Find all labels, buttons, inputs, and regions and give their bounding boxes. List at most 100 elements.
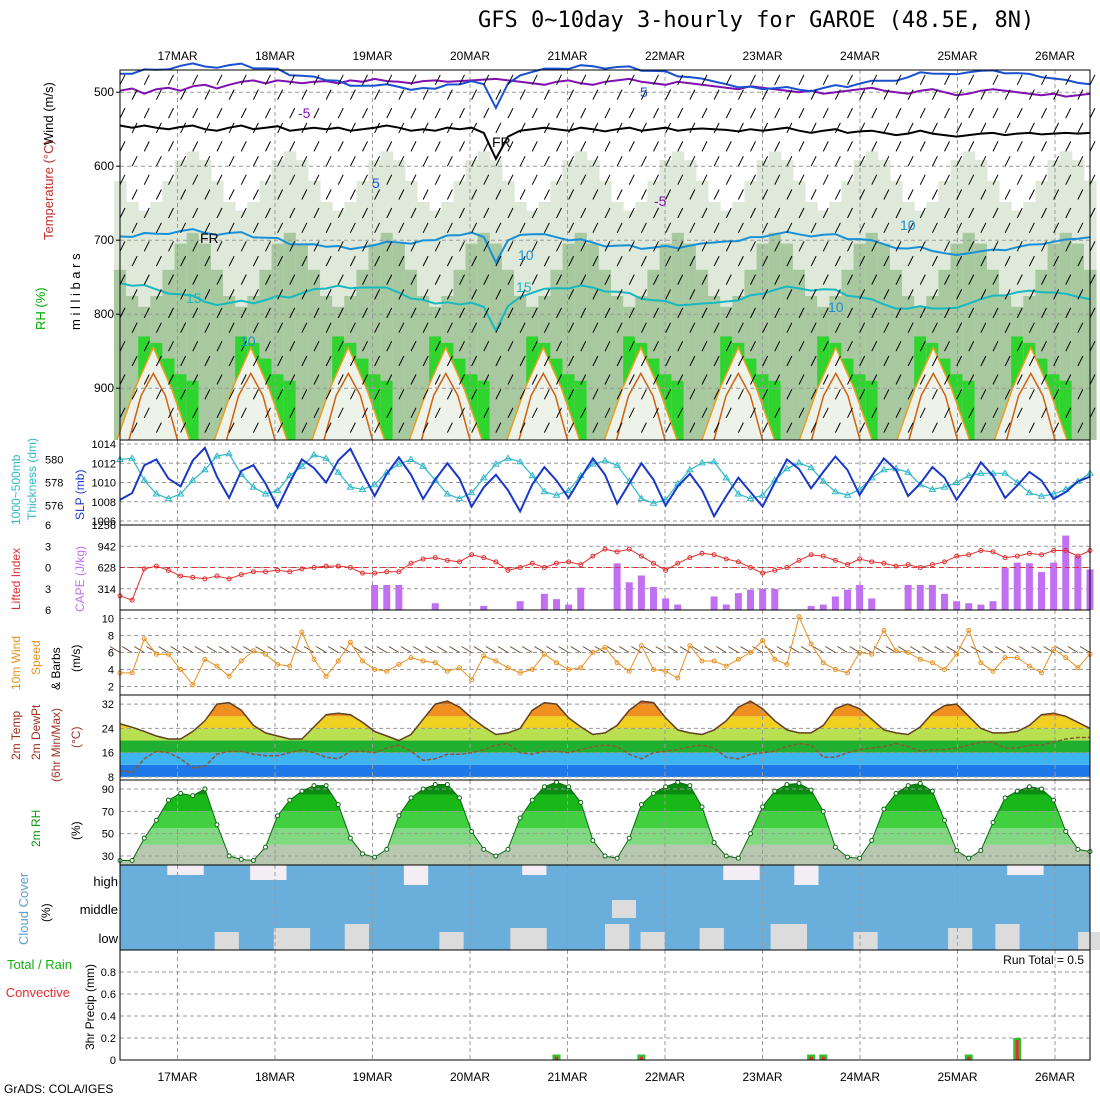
- rh-marker: [457, 795, 462, 801]
- rh-marker: [529, 797, 535, 803]
- wind-barb: [907, 389, 914, 400]
- wind-barb: [944, 174, 950, 185]
- wind-barb: [507, 340, 514, 352]
- lifted-index-marker: [299, 566, 305, 572]
- wind-barb: [980, 189, 987, 200]
- rh-marker: [675, 779, 681, 785]
- rh-marker: [1063, 828, 1069, 834]
- wind-barb: [386, 374, 393, 385]
- cape-bar: [819, 604, 827, 610]
- wind-speed-marker: [1014, 655, 1020, 661]
- rh-marker: [578, 799, 584, 805]
- lifted-index-marker: [820, 553, 826, 559]
- rh-marker: [590, 837, 596, 843]
- wind-barb: [483, 274, 490, 285]
- wind-speed-marker: [614, 660, 620, 666]
- wind-barb: [737, 389, 744, 400]
- lifted-index-marker: [1026, 550, 1032, 556]
- wind-barb: [834, 189, 841, 200]
- rh-band: [120, 794, 1090, 812]
- wind-barb: [1053, 422, 1060, 433]
- temp-contour-hot: [128, 371, 179, 441]
- wind-barb: [713, 155, 720, 167]
- wind-barb: [834, 289, 841, 300]
- wind-barb: [327, 646, 339, 653]
- wind-barb: [653, 141, 659, 152]
- wind-barb: [216, 407, 223, 419]
- wind-barb: [519, 322, 526, 333]
- temperature-tick-label: 16: [102, 748, 114, 760]
- wind-barb: [265, 340, 271, 352]
- top-date-label: 17MAR: [157, 49, 197, 63]
- lifted-index-marker: [917, 565, 923, 570]
- rh2m-label: 2m RH: [29, 810, 43, 847]
- wind-barb: [834, 255, 841, 267]
- wind-barb: [618, 646, 630, 653]
- wind-barb: [204, 155, 211, 167]
- wind-barb: [944, 307, 950, 319]
- wind-barb: [725, 340, 732, 352]
- rh-marker: [1014, 788, 1020, 794]
- cape-bar: [431, 603, 439, 610]
- wind-speed-marker: [1051, 646, 1057, 652]
- wind-barb: [1028, 322, 1035, 333]
- wind-barb: [1077, 289, 1084, 300]
- lifted-index-marker: [457, 559, 462, 565]
- lifted-index-marker: [893, 563, 899, 569]
- wind-barb: [992, 340, 999, 352]
- wind-speed-marker: [287, 663, 293, 669]
- wind-barb: [277, 222, 284, 234]
- wind-barb: [798, 107, 805, 119]
- wind-barb: [1004, 422, 1011, 433]
- wind-barb: [119, 340, 126, 352]
- wind-barb: [859, 222, 866, 234]
- wind-barb: [1089, 407, 1096, 419]
- wind-barb: [168, 407, 174, 419]
- wind-barb: [883, 155, 890, 167]
- rh-marker: [1026, 784, 1032, 790]
- wind-barb: [313, 340, 320, 352]
- wind-barb: [677, 407, 684, 419]
- wind-barb: [665, 355, 672, 367]
- wind-barb: [543, 355, 550, 367]
- wind-barb: [1089, 374, 1096, 385]
- lifted-index-marker: [566, 559, 572, 565]
- wind-speed-marker: [420, 658, 426, 664]
- cape-bar: [613, 563, 621, 610]
- rh-band: [120, 828, 1090, 845]
- rh-marker: [263, 844, 268, 850]
- cloud-cover-label: Cloud Cover: [16, 872, 31, 945]
- wind-barb: [459, 407, 465, 419]
- lifted-index-marker: [360, 570, 365, 576]
- lifted-index-marker: [250, 569, 256, 575]
- rh-shading-mid: [598, 269, 612, 440]
- wind-barb: [592, 355, 599, 367]
- wind-barb: [192, 307, 199, 319]
- thickness-marker: [564, 486, 573, 494]
- wind-barb: [434, 174, 441, 185]
- wind-barb: [810, 289, 817, 300]
- rh-shading-mid: [501, 269, 515, 440]
- wind-barb: [580, 174, 587, 185]
- wind-barb: [919, 74, 926, 86]
- wind-barb: [774, 141, 781, 152]
- cloud-low-bar: [770, 924, 807, 950]
- wind-barb: [446, 222, 453, 234]
- thickness-marker: [649, 499, 658, 506]
- wind-barb: [640, 122, 647, 134]
- rh-units-label: (%): [69, 821, 83, 840]
- rh-shading-mid: [307, 269, 321, 440]
- cape-bar: [722, 604, 730, 610]
- wind-barb: [895, 274, 902, 285]
- cape-bar: [747, 589, 754, 610]
- rh-marker: [760, 804, 766, 810]
- wind-barb: [810, 355, 817, 367]
- wind-barb: [837, 646, 848, 653]
- wind-barb: [822, 241, 829, 252]
- wind-barb: [143, 374, 150, 385]
- wind-speed-marker: [723, 663, 729, 669]
- plus5-contour: [120, 62, 1091, 111]
- wind-barb: [1041, 207, 1047, 219]
- wind-barb: [289, 141, 296, 152]
- wind-barb: [570, 646, 582, 653]
